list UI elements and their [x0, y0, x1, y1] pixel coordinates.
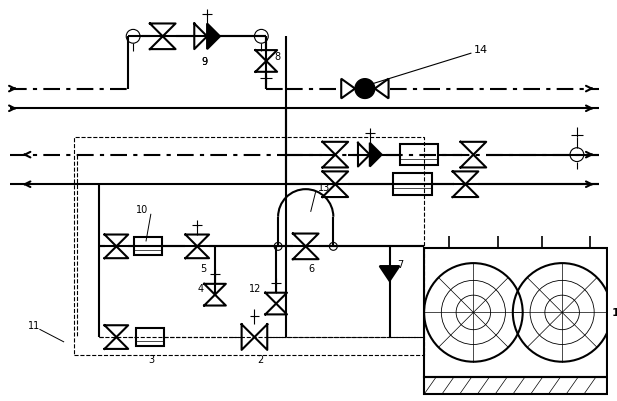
Text: 12: 12	[249, 283, 261, 293]
Polygon shape	[207, 24, 220, 50]
Text: 9: 9	[201, 57, 207, 67]
Bar	[424, 249, 607, 377]
Circle shape	[355, 79, 375, 99]
Text: 1: 1	[611, 308, 617, 318]
Text: 4: 4	[197, 283, 204, 293]
Text: 3: 3	[148, 354, 154, 364]
Text: 10: 10	[136, 205, 148, 215]
Bar	[400, 144, 438, 166]
Text: 9: 9	[201, 57, 207, 67]
Text: 13: 13	[318, 183, 330, 193]
Text: 8: 8	[274, 52, 280, 62]
Text: 5: 5	[200, 263, 207, 273]
Text: 14: 14	[473, 45, 487, 55]
Bar	[424, 377, 607, 394]
Polygon shape	[379, 266, 399, 281]
Text: 7: 7	[397, 259, 404, 269]
Text: 6: 6	[308, 263, 315, 273]
Bar	[136, 328, 164, 346]
Polygon shape	[370, 144, 382, 167]
Text: 11: 11	[28, 320, 40, 330]
Text: 2: 2	[257, 354, 263, 364]
Bar	[392, 174, 432, 196]
Bar	[134, 238, 162, 255]
Bar	[74, 138, 424, 355]
